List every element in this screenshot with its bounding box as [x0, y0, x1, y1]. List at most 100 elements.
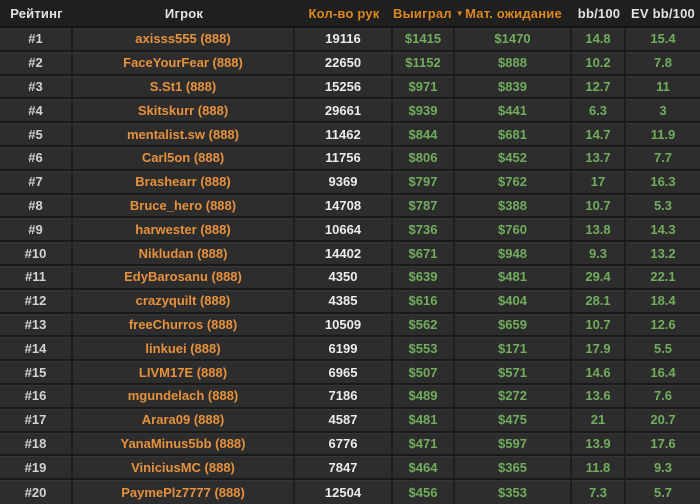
table-row: #4 Skitskurr (888) 29661 $939 $441 6.3 3	[0, 99, 700, 124]
won-cell: $1152	[393, 51, 455, 74]
rank-cell: #13	[0, 313, 73, 336]
table-row: #17 Arara09 (888) 4587 $481 $475 21 20.7	[0, 408, 700, 433]
table-row: #18 YanaMinus5bb (888) 6776 $471 $597 13.9 17.…	[0, 432, 700, 457]
bb100-cell: 12.7	[572, 75, 626, 98]
rank-cell: #3	[0, 75, 73, 98]
won-cell: $844	[393, 123, 455, 145]
won-cell: $939	[393, 99, 455, 122]
hands-cell: 4385	[295, 289, 393, 312]
bb100-cell: 11.8	[572, 456, 626, 479]
bb100-cell: 10.7	[572, 313, 626, 336]
won-cell: $971	[393, 75, 455, 98]
rank-cell: #12	[0, 289, 73, 312]
ev-bb100-cell: 7.8	[653, 55, 673, 71]
rank-cell: #9	[0, 218, 73, 241]
player-name-link[interactable]: Skitskurr (888)	[73, 99, 295, 122]
rank-cell: #15	[0, 361, 73, 383]
bb100-cell: 13.6	[572, 384, 626, 407]
ev-bb100-cell: 9.3	[653, 459, 673, 475]
ev-bb100-cell: 5.7	[653, 484, 673, 500]
player-name-link[interactable]: Brashearr (888)	[73, 170, 295, 193]
won-cell: $481	[393, 408, 455, 431]
player-name-link[interactable]: PaymePlz7777 (888)	[73, 480, 295, 504]
rank-cell: #14	[0, 337, 73, 360]
hands-cell: 15256	[295, 75, 393, 98]
table-row: #11 EdyBarosanu (888) 4350 $639 $481 29.4 22.1	[0, 265, 700, 290]
player-name-link[interactable]: Arara09 (888)	[73, 408, 295, 431]
table-row: #10 Nikludan (888) 14402 $671 $948 9.3 13.2	[0, 242, 700, 266]
column-header-ev-bb100[interactable]: EV bb/100	[631, 5, 695, 21]
ev-bb100-cell: 5.3	[653, 197, 673, 213]
player-name-link[interactable]: crazyquilt (888)	[73, 289, 295, 312]
hands-cell: 14708	[295, 194, 393, 217]
hands-cell: 4587	[295, 408, 393, 431]
hands-cell: 6965	[295, 361, 393, 383]
bb100-cell: 14.7	[572, 123, 626, 145]
ev-bb100-cell: 13.2	[650, 245, 676, 261]
rank-cell: #6	[0, 146, 73, 169]
ev-bb100-cell: 16.3	[650, 174, 676, 190]
player-name-link[interactable]: freeChurros (888)	[73, 313, 295, 336]
ev-bb100-cell: 11.9	[650, 126, 676, 142]
hands-cell: 7186	[295, 384, 393, 407]
rank-cell: #1	[0, 28, 73, 50]
hands-cell: 6776	[295, 432, 393, 455]
bb100-cell: 14.8	[572, 28, 626, 50]
player-name-link[interactable]: Bruce_hero (888)	[73, 194, 295, 217]
table-row: #5 mentalist.sw (888) 11462 $844 $681 14.7 11.…	[0, 123, 700, 147]
player-name-link[interactable]: EdyBarosanu (888)	[73, 265, 295, 288]
rank-cell: #5	[0, 123, 73, 145]
ev-cell: $481	[455, 265, 572, 288]
rank-cell: #16	[0, 384, 73, 407]
column-header-won[interactable]: Выиграл ▼	[393, 6, 464, 21]
rank-cell: #10	[0, 242, 73, 264]
won-cell: $736	[393, 218, 455, 241]
rank-cell: #8	[0, 194, 73, 217]
won-cell: $507	[393, 361, 455, 383]
ev-cell: $760	[455, 218, 572, 241]
player-name-link[interactable]: FaceYourFear (888)	[73, 51, 295, 74]
bb100-cell: 13.9	[572, 432, 626, 455]
column-header-player[interactable]: Игрок	[164, 5, 204, 21]
player-name-link[interactable]: S.St1 (888)	[73, 75, 295, 98]
ev-cell: $171	[455, 337, 572, 360]
hands-cell: 4350	[295, 265, 393, 288]
hands-cell: 7847	[295, 456, 393, 479]
ev-cell: $388	[455, 194, 572, 217]
won-cell: $464	[393, 456, 455, 479]
player-name-link[interactable]: mgundelach (888)	[73, 384, 295, 407]
hands-cell: 9369	[295, 170, 393, 193]
player-name-link[interactable]: harwester (888)	[73, 218, 295, 241]
won-cell: $671	[393, 242, 455, 264]
column-header-bb100[interactable]: bb/100	[577, 5, 621, 21]
ev-cell: $762	[455, 170, 572, 193]
column-header-ev[interactable]: Мат. ожидание	[465, 5, 562, 21]
ev-cell: $1470	[455, 28, 572, 50]
ev-bb100-cell: 14.3	[650, 221, 676, 237]
column-header-rating[interactable]: Рейтинг	[10, 5, 63, 21]
player-name-link[interactable]: mentalist.sw (888)	[73, 123, 295, 145]
won-cell: $456	[393, 480, 455, 504]
ev-bb100-cell: 7.6	[653, 388, 673, 404]
won-cell: $489	[393, 384, 455, 407]
table-row: #8 Bruce_hero (888) 14708 $787 $388 10.7 5.3	[0, 194, 700, 219]
player-name-link[interactable]: ViniciusMC (888)	[73, 456, 295, 479]
player-name-link[interactable]: axisss555 (888)	[73, 28, 295, 50]
ev-cell: $404	[455, 289, 572, 312]
ev-cell: $597	[455, 432, 572, 455]
ev-cell: $888	[455, 51, 572, 74]
bb100-cell: 28.1	[572, 289, 626, 312]
bb100-cell: 7.3	[572, 480, 626, 504]
player-name-link[interactable]: linkuei (888)	[73, 337, 295, 360]
table-row: #2 FaceYourFear (888) 22650 $1152 $888 10.2 7.…	[0, 51, 700, 76]
player-name-link[interactable]: Carl5on (888)	[73, 146, 295, 169]
ev-bb100-cell: 7.7	[653, 150, 673, 166]
column-header-hands[interactable]: Кол-во рук	[308, 5, 380, 21]
player-name-link[interactable]: LIVM17E (888)	[73, 361, 295, 383]
bb100-cell: 9.3	[572, 242, 626, 264]
player-name-link[interactable]: Nikludan (888)	[73, 242, 295, 264]
player-name-link[interactable]: YanaMinus5bb (888)	[73, 432, 295, 455]
ev-cell: $452	[455, 146, 572, 169]
table-row: #7 Brashearr (888) 9369 $797 $762 17 16.3	[0, 170, 700, 195]
hands-cell: 11462	[295, 123, 393, 145]
